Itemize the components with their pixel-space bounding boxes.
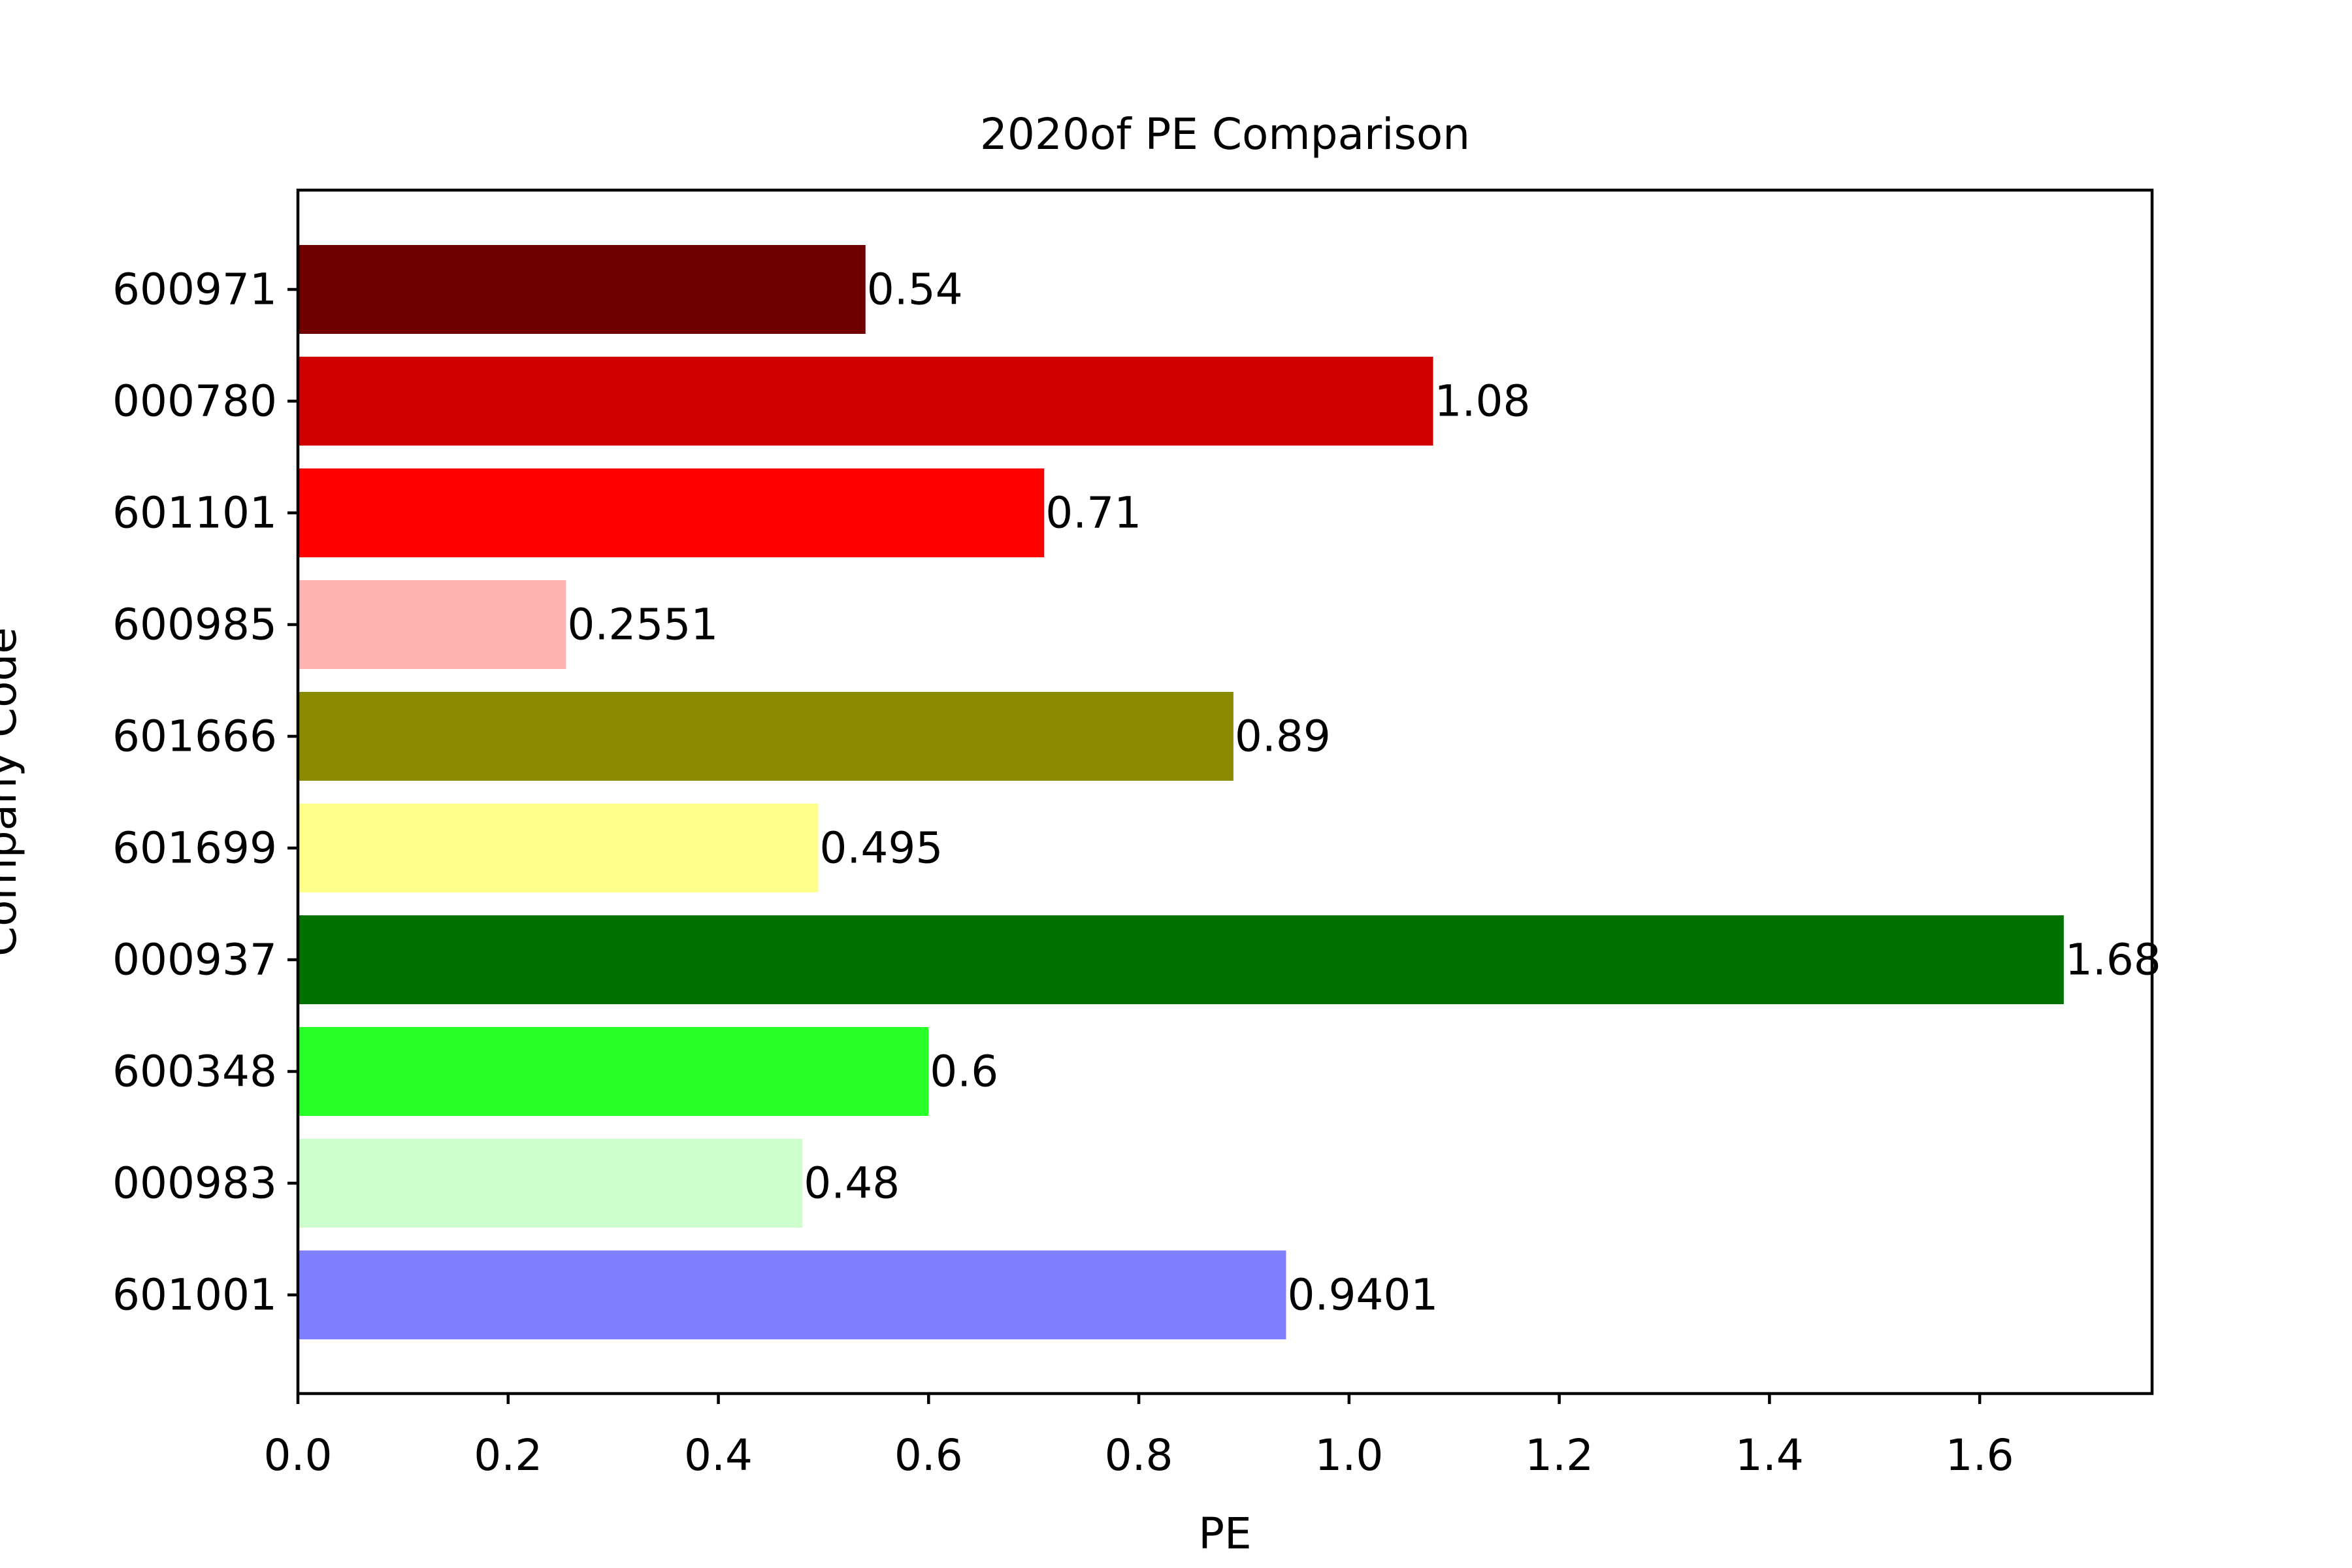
x-tick-label-0.2: 0.2 (474, 1430, 542, 1480)
bar-000983 (298, 1139, 803, 1228)
bar-600348 (298, 1027, 929, 1116)
y-tick-label-600348: 600348 (112, 1047, 277, 1097)
bar-000780 (298, 357, 1433, 446)
value-label-601666: 0.89 (1235, 711, 1331, 762)
bars-group (298, 245, 2064, 1339)
x-tick-label-0.0: 0.0 (264, 1430, 333, 1480)
x-tick-label-1.4: 1.4 (1735, 1430, 1804, 1480)
y-tick-label-600985: 600985 (112, 600, 277, 650)
value-label-000983: 0.48 (804, 1158, 900, 1209)
bar-601101 (298, 468, 1045, 557)
value-label-000780: 1.08 (1435, 376, 1531, 427)
x-tick-label-0.8: 0.8 (1105, 1430, 1173, 1480)
value-label-600985: 0.2551 (567, 600, 718, 650)
y-tick-label-601666: 601666 (112, 711, 277, 762)
x-tick-label-0.4: 0.4 (684, 1430, 753, 1480)
bar-600971 (298, 245, 866, 334)
y-tick-label-601001: 601001 (112, 1270, 277, 1320)
y-tick-label-601101: 601101 (112, 488, 277, 538)
bar-601699 (298, 804, 819, 892)
x-tick-label-1.6: 1.6 (1946, 1430, 2014, 1480)
bar-601001 (298, 1250, 1286, 1339)
x-tick-label-0.6: 0.6 (894, 1430, 963, 1480)
y-tick-label-600971: 600971 (112, 265, 277, 315)
y-axis: 600971 000780 601101 600985 601666 601699 0009… (112, 265, 298, 1320)
plot-frame (296, 188, 2154, 1396)
bar-601666 (298, 692, 1233, 781)
y-tick-label-000937: 000937 (112, 935, 277, 985)
x-tick-label-1.2: 1.2 (1525, 1430, 1593, 1480)
y-tick-label-000780: 000780 (112, 376, 277, 427)
y-tick-label-000983: 000983 (112, 1158, 277, 1209)
value-label-601699: 0.495 (819, 823, 943, 874)
y-tick-label-601699: 601699 (112, 823, 277, 874)
value-label-600971: 0.54 (867, 265, 963, 315)
y-axis-label: Company Code (0, 627, 26, 956)
x-tick-label-1.0: 1.0 (1315, 1430, 1383, 1480)
bar-000937 (298, 915, 2064, 1004)
value-label-601001: 0.9401 (1287, 1270, 1438, 1320)
x-axis-label: PE (1198, 1509, 1252, 1559)
bar-600985 (298, 580, 566, 669)
x-axis: 0.0 0.2 0.4 0.6 0.8 1.0 1.2 1.4 1.6 (264, 1394, 2014, 1480)
value-labels-group: 0.54 1.08 0.71 0.2551 0.89 0.495 1.68 0.6 0.48 0.… (567, 265, 2161, 1320)
value-label-601101: 0.71 (1045, 488, 1141, 538)
value-label-600348: 0.6 (930, 1047, 998, 1097)
chart-title: 2020of PE Comparison (980, 109, 1470, 159)
value-label-000937: 1.68 (2065, 935, 2161, 985)
